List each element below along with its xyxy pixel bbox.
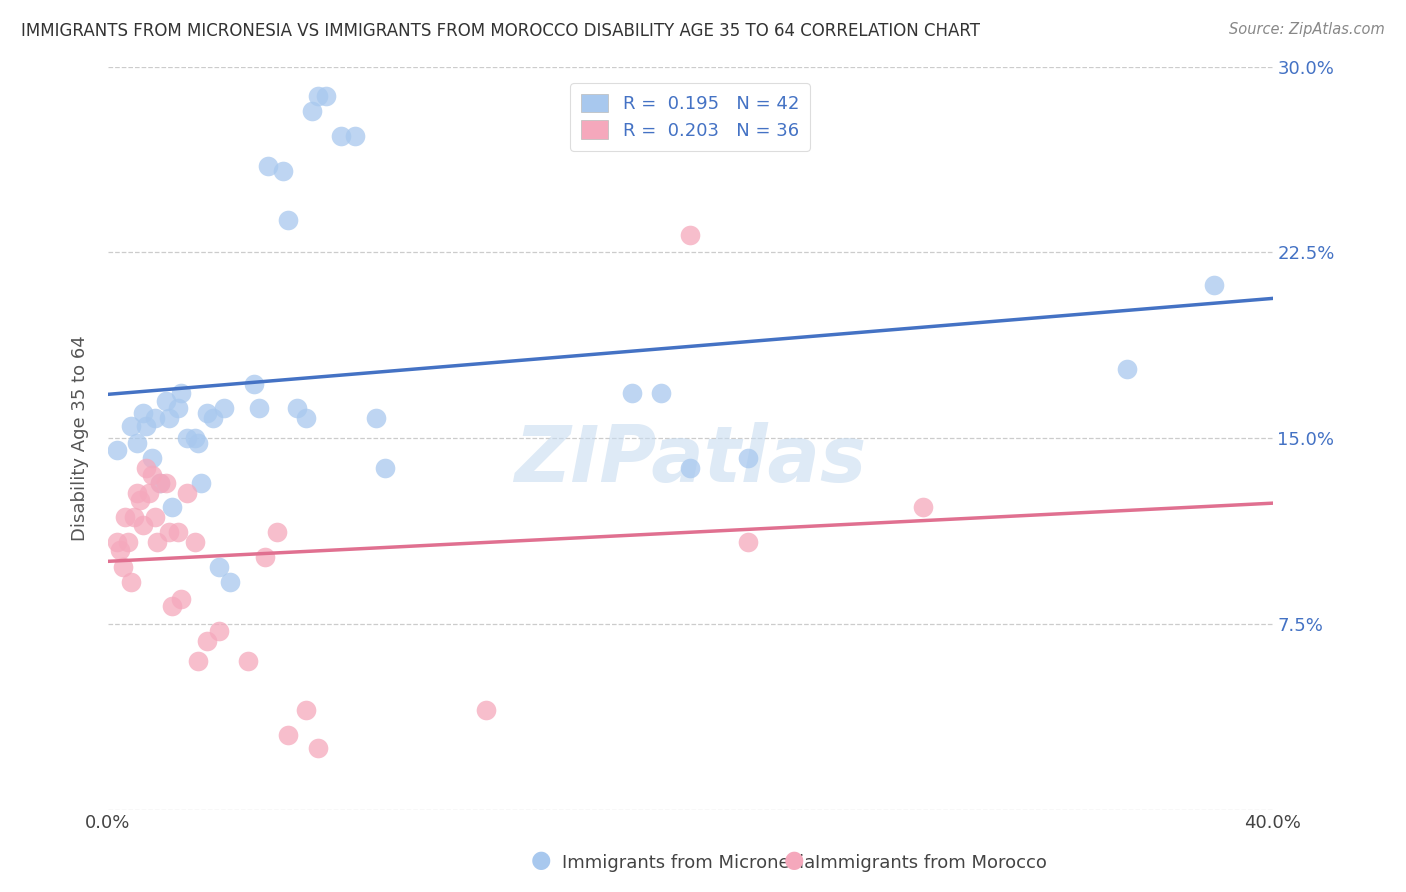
Point (374, 460, 396, 475)
Point (157, 411, 180, 425)
Text: Immigrants from Morocco: Immigrants from Morocco (815, 855, 1047, 872)
Point (257, 159, 280, 173)
Text: Source: ZipAtlas.com: Source: ZipAtlas.com (1229, 22, 1385, 37)
Text: IMMIGRANTS FROM MICRONESIA VS IMMIGRANTS FROM MOROCCO DISABILITY AGE 35 TO 64 CO: IMMIGRANTS FROM MICRONESIA VS IMMIGRANTS… (21, 22, 980, 40)
Point (195, 634, 218, 648)
Point (285, 401, 308, 416)
Point (129, 493, 152, 508)
Point (254, 549, 277, 564)
Point (266, 525, 288, 540)
Point (170, 592, 193, 607)
Point (187, 436, 209, 450)
Text: ●: ● (785, 848, 804, 872)
Text: ●: ● (531, 848, 551, 872)
Text: Immigrants from Micronesia: Immigrants from Micronesia (562, 855, 815, 872)
Point (737, 535, 759, 549)
Point (364, 411, 387, 425)
Point (127, 485, 149, 500)
Point (117, 535, 139, 549)
Point (207, 559, 229, 574)
Point (167, 401, 190, 416)
Point (146, 535, 169, 549)
Point (114, 510, 136, 524)
Point (132, 517, 155, 532)
Point (295, 704, 318, 718)
Point (1116, 361, 1139, 376)
Point (143, 411, 166, 425)
Text: ZIPatlas: ZIPatlas (515, 422, 866, 499)
Point (219, 574, 242, 589)
Point (111, 559, 134, 574)
Point (184, 431, 207, 445)
Point (344, 128, 367, 143)
Point (650, 386, 672, 401)
Point (201, 411, 224, 425)
Point (621, 386, 644, 401)
Point (120, 574, 142, 589)
Point (315, 89, 337, 103)
Point (149, 475, 172, 490)
Point (141, 468, 163, 483)
Point (167, 525, 190, 540)
Point (141, 450, 163, 465)
Point (295, 411, 318, 425)
Point (122, 510, 145, 524)
Point (135, 460, 157, 475)
Point (190, 475, 212, 490)
Point (307, 89, 329, 103)
Point (679, 227, 702, 242)
Point (236, 654, 259, 668)
Point (277, 213, 299, 227)
Point (475, 704, 498, 718)
Point (143, 510, 166, 524)
Point (737, 450, 759, 465)
Point (912, 500, 935, 515)
Point (155, 393, 177, 408)
Point (132, 406, 155, 420)
Y-axis label: Disability Age 35 to 64: Disability Age 35 to 64 (72, 335, 89, 541)
Legend: R =  0.195   N = 42, R =  0.203   N = 36: R = 0.195 N = 42, R = 0.203 N = 36 (571, 83, 810, 151)
Point (214, 401, 236, 416)
Point (105, 443, 128, 458)
Point (160, 500, 183, 515)
Point (120, 418, 142, 433)
Point (301, 104, 323, 119)
Point (149, 475, 172, 490)
Point (108, 542, 131, 557)
Point (271, 163, 294, 178)
Point (170, 386, 193, 401)
Point (207, 624, 229, 639)
Point (135, 418, 157, 433)
Point (160, 599, 183, 614)
Point (1204, 277, 1226, 292)
Point (157, 525, 180, 540)
Point (242, 376, 264, 391)
Point (176, 431, 198, 445)
Point (138, 485, 160, 500)
Point (307, 740, 329, 755)
Point (329, 128, 352, 143)
Point (176, 485, 198, 500)
Point (277, 728, 299, 742)
Point (195, 406, 218, 420)
Point (105, 535, 128, 549)
Point (679, 460, 702, 475)
Point (187, 654, 209, 668)
Point (155, 475, 177, 490)
Point (127, 436, 149, 450)
Point (247, 401, 270, 416)
Point (184, 535, 207, 549)
